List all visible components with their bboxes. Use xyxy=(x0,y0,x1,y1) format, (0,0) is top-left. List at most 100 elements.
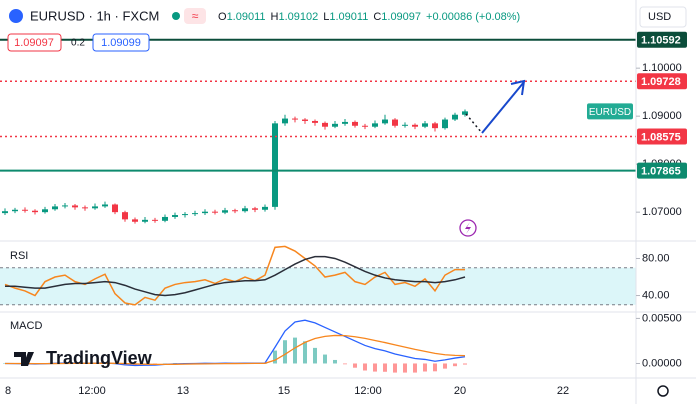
forecast-arrow xyxy=(481,81,525,134)
level-label-box xyxy=(637,73,687,90)
market-status xyxy=(172,12,180,20)
candle-body xyxy=(242,208,248,212)
candle-body xyxy=(332,123,338,127)
candle-body xyxy=(192,213,198,215)
x-tick-label: 22 xyxy=(557,385,569,397)
candle-body xyxy=(212,211,218,213)
data-icon-glyph: ≈ xyxy=(192,9,199,23)
symbol-icon[interactable] xyxy=(9,9,23,23)
macd-histogram-bar xyxy=(273,350,277,364)
candle-body xyxy=(272,123,278,207)
bid: 1.09097 xyxy=(14,37,54,49)
settings-icon[interactable] xyxy=(657,385,669,397)
symbol-label-box xyxy=(587,103,633,120)
event-icon[interactable] xyxy=(459,219,477,237)
macd-histogram-bar xyxy=(393,363,397,373)
candle-body xyxy=(382,119,388,124)
bid-box[interactable] xyxy=(7,33,62,52)
y-tick-label: 0.00000 xyxy=(642,357,682,369)
candle-body xyxy=(162,216,168,221)
candle-body xyxy=(462,111,468,115)
candle-body xyxy=(232,210,238,212)
level-label-box xyxy=(637,162,687,179)
macd-histogram-bar xyxy=(433,363,437,372)
ohlc-value: 1.09011 xyxy=(329,11,368,23)
candle-body xyxy=(352,121,358,126)
rsi-line xyxy=(5,255,466,297)
x-tick-label: 20 xyxy=(454,385,466,397)
macd-histogram-bar xyxy=(323,354,327,364)
candle-body xyxy=(452,114,458,120)
macd-histogram-bar xyxy=(383,363,387,372)
x-tick-label: 12:00 xyxy=(78,385,106,397)
x-tick-label: 13 xyxy=(177,385,189,397)
x-tick-label: 8 xyxy=(5,385,11,397)
macd-histogram-bar xyxy=(403,363,407,373)
data-icon[interactable] xyxy=(184,8,206,24)
candle-body xyxy=(362,125,368,127)
candle-body xyxy=(412,124,418,127)
level-label: 1.07865 xyxy=(641,166,681,178)
macd-histogram-bar xyxy=(303,341,307,364)
level-label-box xyxy=(637,128,687,145)
macd-histogram-bar xyxy=(333,359,337,364)
candle-body xyxy=(302,119,308,121)
macd-line xyxy=(5,334,466,366)
watermark: TradingView xyxy=(46,348,153,368)
ohlc-value: 1.09102 xyxy=(278,11,318,23)
y-tick-label: 1.09000 xyxy=(642,110,682,122)
macd-histogram-bar xyxy=(363,363,367,371)
candle-body xyxy=(292,118,298,120)
candle-body xyxy=(182,214,188,216)
event-bolt xyxy=(465,222,471,234)
candle-body xyxy=(122,212,128,220)
macd-histogram-bar xyxy=(373,363,377,372)
macd-histogram-bar xyxy=(463,363,467,365)
candle-body xyxy=(202,211,208,214)
macd-histogram-bar xyxy=(313,347,317,364)
candle-body xyxy=(132,219,138,222)
currency: USD xyxy=(648,11,671,23)
candle-body xyxy=(32,210,38,213)
candle-body xyxy=(432,123,438,129)
symbol-label: EURUSD xyxy=(589,107,631,118)
candle-body xyxy=(312,120,318,123)
level-label-box xyxy=(637,31,687,48)
candle-body xyxy=(392,119,398,126)
y-tick-label: 1.07000 xyxy=(642,206,682,218)
candle-body xyxy=(222,210,228,213)
ohlc-value: 1.09097 xyxy=(381,11,421,23)
candle-body xyxy=(12,209,18,212)
x-tick-label: 15 xyxy=(278,385,290,397)
currency-box[interactable] xyxy=(639,6,687,28)
plot-layer xyxy=(0,38,636,373)
candle-body xyxy=(142,219,148,222)
candle-body xyxy=(372,123,378,127)
candle-body xyxy=(62,205,68,207)
candle-body xyxy=(72,205,78,208)
y-tick-label: 40.00 xyxy=(642,289,670,301)
candle-body xyxy=(92,206,98,209)
macd-histogram-bar xyxy=(283,340,287,364)
candle-body xyxy=(422,123,428,127)
level-label: 1.10592 xyxy=(641,35,681,47)
candle-body xyxy=(152,219,158,221)
ohlc-key: O xyxy=(218,11,227,23)
macd-histogram-bar xyxy=(453,363,457,367)
symbol-title[interactable]: EURUSD · 1h · FXCM xyxy=(30,8,159,23)
candle-body xyxy=(82,207,88,209)
macd-histogram-bar xyxy=(293,337,297,364)
candle-body xyxy=(442,119,448,129)
ohlc-key: C xyxy=(373,11,381,23)
ohlc-value: 1.09011 xyxy=(227,11,266,23)
macd-histogram-bar xyxy=(343,363,347,365)
level-label: 1.08575 xyxy=(641,131,681,143)
pane-title: RSI xyxy=(10,250,28,262)
candle-body xyxy=(402,124,408,126)
candle-body xyxy=(322,122,328,127)
ask-box[interactable] xyxy=(92,33,150,52)
macd-histogram-bar xyxy=(353,363,357,368)
candle-body xyxy=(252,208,258,210)
